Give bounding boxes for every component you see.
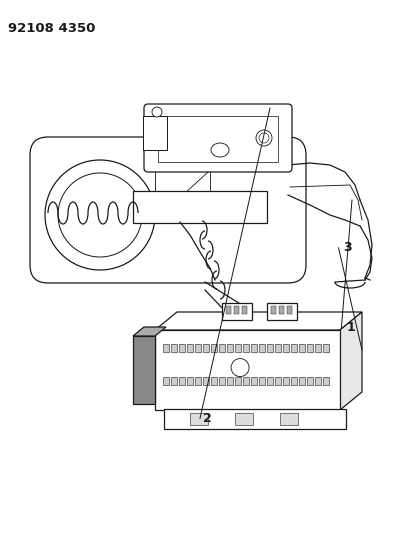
Bar	[299, 344, 305, 352]
Bar	[280, 413, 298, 425]
Circle shape	[58, 173, 142, 257]
Bar	[267, 377, 273, 385]
Bar	[163, 344, 169, 352]
Bar	[234, 306, 239, 314]
Bar	[307, 344, 313, 352]
Bar	[226, 306, 231, 314]
Bar	[279, 306, 284, 314]
Bar	[307, 377, 313, 385]
Bar	[275, 377, 281, 385]
Circle shape	[256, 130, 272, 146]
Bar	[195, 377, 201, 385]
Bar	[211, 344, 217, 352]
Bar	[235, 413, 253, 425]
Bar	[179, 377, 185, 385]
Bar	[227, 344, 233, 352]
Bar	[243, 377, 249, 385]
Polygon shape	[155, 312, 362, 330]
Bar	[242, 306, 247, 314]
Bar	[271, 306, 276, 314]
Bar	[291, 344, 297, 352]
Bar	[187, 344, 193, 352]
Bar	[227, 377, 233, 385]
Bar	[195, 344, 201, 352]
Bar	[315, 377, 321, 385]
Bar	[251, 344, 257, 352]
Bar	[259, 344, 265, 352]
Polygon shape	[155, 168, 210, 220]
Bar	[291, 377, 297, 385]
Polygon shape	[133, 327, 166, 336]
Circle shape	[152, 107, 162, 117]
Bar	[251, 377, 257, 385]
FancyBboxPatch shape	[144, 104, 292, 172]
Bar	[235, 377, 241, 385]
Bar	[211, 377, 217, 385]
FancyBboxPatch shape	[30, 137, 306, 283]
Bar	[315, 344, 321, 352]
Bar	[219, 344, 225, 352]
Bar	[190, 413, 208, 425]
Bar	[171, 377, 177, 385]
Bar	[267, 344, 273, 352]
FancyBboxPatch shape	[133, 191, 267, 223]
Bar	[155, 330, 340, 410]
Bar	[133, 336, 155, 404]
Bar	[287, 306, 292, 314]
FancyBboxPatch shape	[143, 116, 167, 150]
Bar	[203, 377, 209, 385]
Circle shape	[259, 133, 269, 143]
Text: 2: 2	[203, 412, 212, 425]
Bar	[299, 377, 305, 385]
Text: 92108 4350: 92108 4350	[8, 22, 95, 35]
Text: 3: 3	[343, 241, 352, 254]
Bar	[179, 344, 185, 352]
Bar	[243, 344, 249, 352]
Bar	[235, 344, 241, 352]
Ellipse shape	[211, 143, 229, 157]
Bar	[163, 377, 169, 385]
Bar	[283, 344, 289, 352]
Bar	[203, 344, 209, 352]
Bar	[275, 344, 281, 352]
Circle shape	[231, 359, 249, 377]
Bar	[219, 377, 225, 385]
Bar	[187, 377, 193, 385]
Bar	[259, 377, 265, 385]
FancyBboxPatch shape	[158, 116, 278, 162]
Bar	[283, 377, 289, 385]
FancyBboxPatch shape	[164, 409, 346, 429]
Bar	[171, 344, 177, 352]
Circle shape	[45, 160, 155, 270]
Text: 1: 1	[346, 321, 355, 334]
Bar	[323, 377, 329, 385]
Polygon shape	[340, 312, 362, 410]
FancyBboxPatch shape	[222, 303, 252, 320]
Bar	[323, 344, 329, 352]
FancyBboxPatch shape	[267, 303, 297, 320]
